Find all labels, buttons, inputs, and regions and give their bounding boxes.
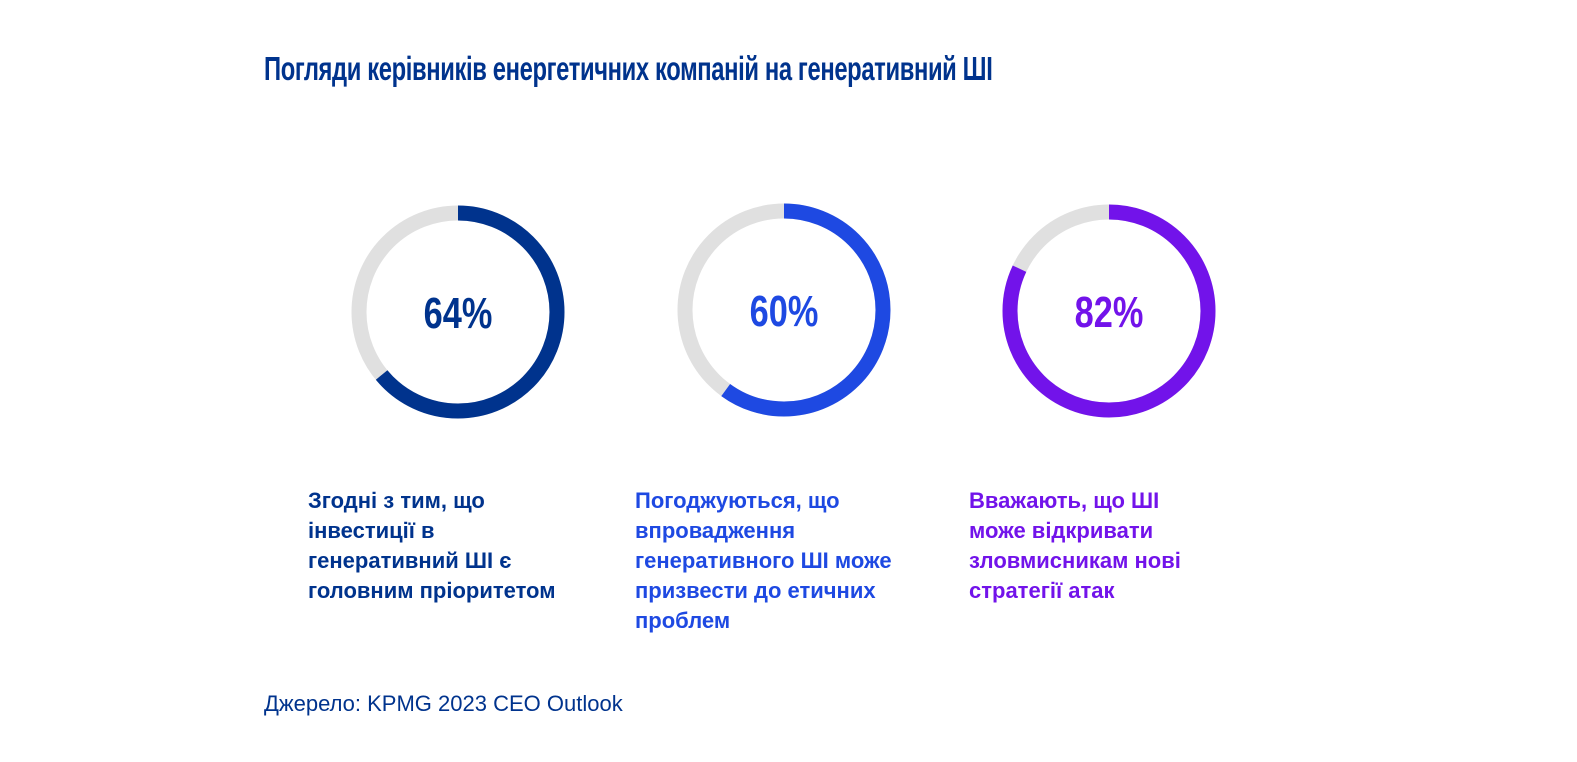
donut-percent-label: 60%	[750, 287, 819, 336]
label-line: призвести до етичних	[635, 578, 876, 603]
donut-percent-label: 64%	[424, 289, 493, 338]
label-line: проблем	[635, 608, 731, 633]
label-line: генеративного ШІ може	[635, 548, 892, 573]
chart-title: Погляди керівників енергетичних компаній…	[264, 50, 993, 87]
donut-label-3: Вважають, що ШІ може відкривати зловмисник…	[969, 486, 1181, 606]
donut-2: 60%	[677, 203, 891, 417]
donut-label-2: Погоджуються, що впровадження генеративног…	[635, 486, 892, 636]
label-line: Згодні з тим, що	[308, 488, 485, 513]
donut-value-arc	[677, 203, 891, 417]
label-line: стратегії атак	[969, 578, 1115, 603]
label-line: зловмисникам нові	[969, 548, 1181, 573]
label-line: головним пріоритетом	[308, 578, 556, 603]
label-line: генеративний ШІ є	[308, 548, 512, 573]
label-line: Погоджуються, що	[635, 488, 840, 513]
donut-value-arc	[1002, 204, 1216, 418]
source-note: Джерело: KPMG 2023 CEO Outlook	[264, 691, 623, 716]
donut-percent-label: 82%	[1075, 288, 1144, 337]
label-line: Вважають, що ШІ	[969, 488, 1160, 513]
donut-1: 64%	[351, 205, 565, 419]
label-line: може відкривати	[969, 518, 1154, 543]
donut-value-arc	[351, 205, 565, 419]
donut-3: 82%	[1002, 204, 1216, 418]
label-line: впровадження	[635, 518, 796, 543]
label-line: інвестиції в	[308, 518, 435, 543]
donut-label-1: Згодні з тим, що інвестиції в генеративний…	[308, 486, 555, 606]
